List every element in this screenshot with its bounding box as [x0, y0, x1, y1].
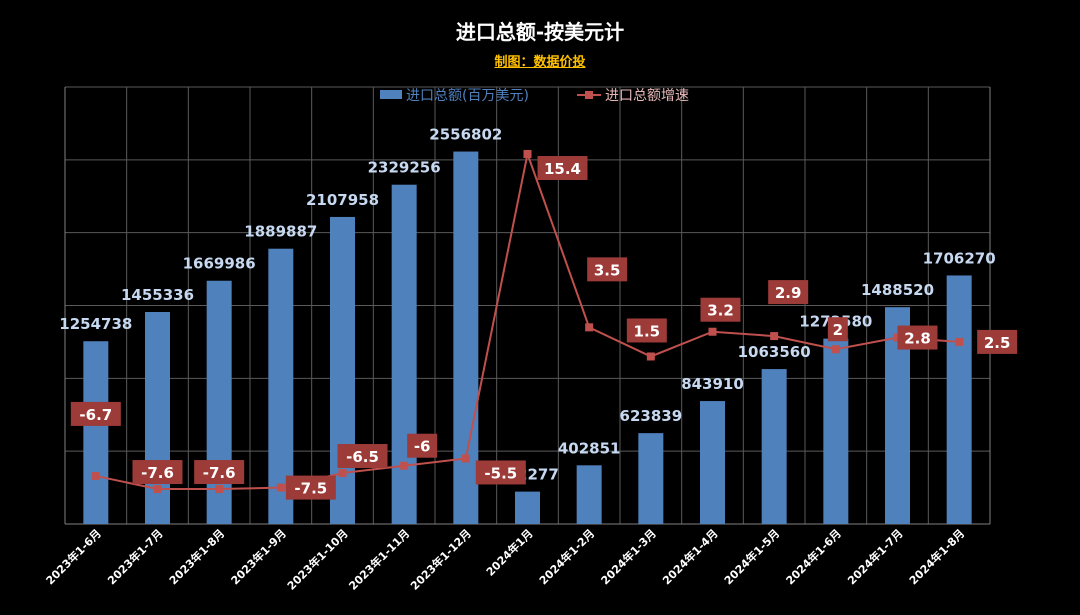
- line-data-label: 15.4: [544, 160, 581, 178]
- line-data-label: 1.5: [634, 322, 661, 340]
- line-point: [770, 332, 779, 341]
- line-data-label-box: [407, 433, 438, 458]
- bar: [83, 341, 109, 524]
- line-point: [955, 337, 964, 346]
- line-data-label: -7.6: [141, 464, 174, 482]
- x-tick-label: 2024年1月: [483, 526, 536, 579]
- line-data-label-box: [475, 460, 526, 485]
- x-tick-label: 2024年1-5月: [721, 526, 782, 587]
- x-tick-label: 2023年1-8月: [166, 526, 227, 587]
- bar-data-label: 1706270: [923, 249, 996, 267]
- line-point: [646, 352, 655, 361]
- line-point: [400, 461, 409, 470]
- x-tick-label: 2024年1-3月: [598, 526, 659, 587]
- line-data-label-box: [587, 257, 628, 282]
- x-tick-label: 2023年1-10月: [284, 526, 351, 593]
- bar-data-label: 1488520: [861, 281, 934, 299]
- line-data-label-box: [285, 475, 336, 500]
- x-tick-label: 2023年1-6月: [43, 526, 104, 587]
- line-point: [708, 327, 717, 336]
- line-data-label-box: [70, 401, 121, 426]
- bar: [576, 465, 602, 524]
- x-tick-label: 2024年1-6月: [783, 526, 844, 587]
- line-point: [215, 485, 224, 494]
- line-data-label: 3.5: [594, 261, 621, 279]
- line-point: [91, 471, 100, 480]
- line-point: [523, 150, 532, 159]
- bar: [823, 338, 849, 524]
- line-data-label-box: [132, 460, 183, 485]
- x-tick-label: 2024年1-4月: [659, 526, 720, 587]
- bar: [761, 369, 787, 524]
- line-data-label-box: [700, 297, 741, 322]
- bar-data-label: 402851: [558, 439, 621, 457]
- bar-data-label: 843910: [681, 375, 744, 393]
- line-data-label-box: [768, 280, 809, 305]
- line-data-label-box: [194, 460, 245, 485]
- bar-data-label: 1669986: [183, 255, 256, 273]
- bar-data-label: 1063560: [738, 343, 811, 361]
- bar-data-label: 2107958: [306, 191, 379, 209]
- chart-title: 进口总额-按美元计: [455, 20, 625, 44]
- line-point: [153, 485, 162, 494]
- line-data-label-box: [897, 325, 938, 350]
- line-data-label: 2: [833, 321, 843, 339]
- line-data-label: 2.9: [775, 284, 802, 302]
- bar-data-label: 2329256: [368, 159, 441, 177]
- line-data-label: 2.8: [904, 330, 931, 348]
- line-point: [276, 483, 285, 492]
- chart-subtitle: 制图：数据价投: [494, 55, 586, 70]
- x-tick-label: 2023年1-9月: [228, 526, 289, 587]
- line-point: [585, 323, 594, 332]
- line-point: [338, 469, 347, 478]
- line-data-label: -6: [414, 438, 431, 456]
- line-data-label: -7.6: [203, 464, 236, 482]
- legend-label-line: 进口总额增速: [605, 88, 689, 104]
- x-tick-label: 2024年1-7月: [844, 526, 905, 587]
- bar: [946, 275, 972, 524]
- legend-label-bar: 进口总额(百万美元): [406, 88, 529, 104]
- x-tick-label: 2023年1-12月: [407, 526, 474, 593]
- line-data-label-box: [337, 444, 388, 469]
- bar: [638, 433, 664, 524]
- line-data-label: -7.5: [294, 480, 327, 498]
- bar: [700, 401, 725, 524]
- legend-swatch-bar: [380, 90, 402, 99]
- bar: [453, 151, 479, 524]
- bar-data-label: 1254738: [59, 315, 132, 333]
- bar-data-label: 623839: [620, 407, 683, 425]
- line-point: [461, 454, 470, 463]
- x-tick-label: 2023年1-11月: [346, 526, 413, 593]
- x-tick-label: 2024年1-8月: [906, 526, 967, 587]
- bar: [515, 491, 540, 524]
- line-data-label: -5.5: [484, 464, 517, 482]
- line-data-label-box: [827, 317, 848, 342]
- line-data-label: -6.5: [346, 448, 379, 466]
- line-data-label: 2.5: [984, 334, 1011, 352]
- line-data-label: -6.7: [79, 406, 112, 424]
- x-tick-label: 2024年1-2月: [536, 526, 597, 587]
- bar: [391, 184, 417, 524]
- legend-swatch-marker: [585, 91, 593, 99]
- line-data-label: 3.2: [707, 302, 734, 320]
- line-point: [831, 345, 840, 354]
- x-tick-label: 2023年1-7月: [104, 526, 165, 587]
- line-data-label-box: [626, 318, 667, 343]
- bar-data-label: 1889887: [244, 223, 317, 241]
- line-data-label-box: [537, 156, 588, 181]
- line-data-label-box: [977, 329, 1018, 354]
- bar-data-label: 2556802: [429, 126, 502, 144]
- bar-data-label: 1455336: [121, 286, 194, 304]
